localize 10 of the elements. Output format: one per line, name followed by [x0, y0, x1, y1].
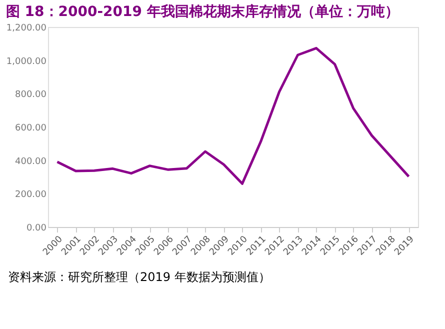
y-tick-label: 600.00 [15, 124, 47, 134]
line-series [56, 46, 410, 185]
y-tick-label: 0.00 [26, 224, 47, 234]
chart-title: 图 18：2000-2019 年我国棉花期末库存情况（单位：万吨） [6, 3, 399, 20]
y-tick-label: 200.00 [15, 190, 47, 200]
y-tick-label: 800.00 [15, 90, 47, 100]
y-tick-label: 1,000.00 [6, 56, 47, 67]
y-tick-label: 400.00 [15, 156, 47, 167]
y-tick-label: 1,200.00 [6, 24, 47, 34]
text: 资料来源：研究所整理（2019 年数据为预测值） [8, 270, 270, 284]
